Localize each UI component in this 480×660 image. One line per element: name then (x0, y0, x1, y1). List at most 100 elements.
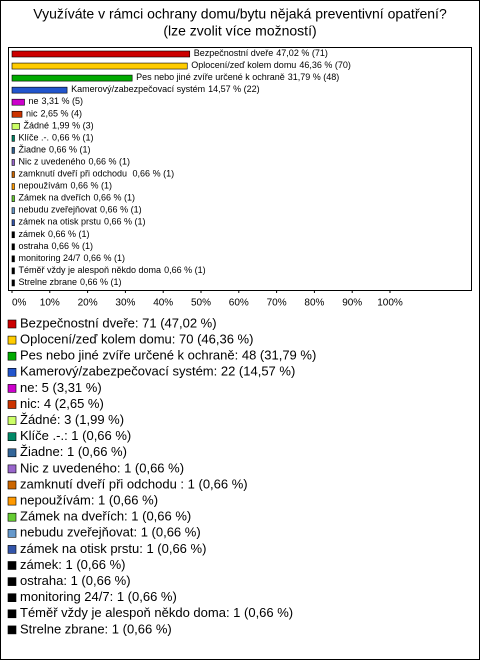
bar-value-label: 0,66 % (1) (49, 145, 91, 155)
legend-label: Oplocení/zeď kolem domu: 70 (46,36 %) (20, 332, 253, 347)
bar-category: ne (29, 97, 39, 107)
bar-category: ostraha (18, 241, 48, 251)
bar-label: monitoring 24/7 0,66 % (1) (18, 253, 125, 263)
bar (11, 123, 20, 130)
bar-label: ostraha 0,66 % (1) (18, 241, 93, 251)
bar (11, 50, 191, 58)
bar (11, 74, 133, 82)
bar-category: Žiadne (18, 145, 46, 155)
bar-value-label: 1,99 % (3) (52, 121, 94, 131)
bar-value-label: 2,65 % (4) (41, 109, 83, 119)
legend-swatch (7, 593, 17, 603)
bar-category: nepoužívám (18, 181, 67, 191)
bar-value-label: 0,66 % (1) (52, 241, 94, 251)
bar (11, 231, 15, 239)
bar-label: Žádné 1,99 % (3) (24, 121, 94, 131)
bar-category: Oplocení/zeď kolem domu (191, 60, 296, 70)
bar (11, 159, 15, 166)
bar (11, 255, 15, 263)
legend-label: Téměř vždy je alespoň někdo doma: 1 (0,6… (20, 605, 293, 620)
bar (11, 219, 15, 226)
x-tick-label: 60% (229, 298, 249, 309)
bar-category: Žádné (24, 121, 50, 131)
bar (11, 86, 68, 94)
bar (11, 147, 15, 154)
bar-category: nebudu zveřejňovat (18, 205, 97, 215)
x-tick-label: 80% (304, 298, 324, 309)
legend-label: Bezpečnostní dveře: 71 (47,02 %) (20, 315, 217, 330)
legend-label: Pes nebo jiné zvíře určené k ochraně: 48… (20, 348, 316, 363)
bar-category: Téměř vždy je alespoň někdo doma (18, 265, 161, 275)
bar-label: zámek 0,66 % (1) (18, 229, 89, 239)
legend-swatch (7, 432, 17, 442)
chart-title: Využíváte v rámci ochrany domu/bytu něja… (33, 6, 447, 22)
bar-label: Strelne zbrane 0,66 % (1) (18, 277, 121, 287)
legend-label: nebudu zveřejňovat: 1 (0,66 %) (20, 525, 201, 540)
bar-label: Bezpečnostní dveře 47,02 % (71) (194, 48, 328, 58)
bar-value-label: 0,66 % (1) (48, 229, 90, 239)
bar-value-label: 0,66 % (1) (133, 169, 175, 179)
bar (11, 183, 15, 190)
legend-swatch (7, 545, 17, 554)
bar (11, 195, 15, 202)
legend-label: nepoužívám: 1 (0,66 %) (20, 493, 158, 508)
x-tick-label: 100% (377, 298, 403, 309)
bar-value-label: 0,66 % (1) (52, 133, 94, 143)
bar-value-label: 3,31 % (5) (42, 97, 84, 107)
bar (11, 171, 15, 178)
bar-category: zámek (18, 229, 45, 239)
x-tick-label: 90% (342, 298, 362, 309)
bar (11, 62, 188, 70)
bar-label: zámek na otisk prstu 0,66 % (1) (18, 217, 145, 227)
bar-value-label: 14,57 % (22) (208, 85, 260, 95)
legend-swatch (7, 400, 17, 409)
x-tick-label: 0% (12, 298, 27, 309)
bar (11, 110, 23, 118)
legend-label: zámek: 1 (0,66 %) (20, 557, 126, 572)
bar (11, 135, 15, 142)
bar-category: zamknutí dveří při odchodu (18, 169, 129, 179)
legend-label: Nic z uvedeného: 1 (0,66 %) (20, 460, 184, 475)
bar-label: ne 3,31 % (5) (29, 97, 84, 107)
bar-category: Bezpečnostní dveře (194, 48, 274, 58)
legend-swatch (7, 335, 17, 345)
bar-value-label: 0,66 % (1) (100, 205, 142, 215)
bar-label: Žiadne 0,66 % (1) (18, 145, 90, 155)
bar (11, 279, 15, 287)
x-tick-label: 50% (191, 298, 211, 309)
legend-label: ne: 5 (3,31 %) (20, 380, 102, 395)
legend-label: Strelne zbrane: 1 (0,66 %) (20, 621, 172, 636)
legend-swatch (7, 512, 17, 522)
bar-category: Nic z uvedeného (18, 157, 85, 167)
bar-value-label: 31,79 % (48) (288, 72, 340, 82)
bar-label: Téměř vždy je alespoň někdo doma 0,66 % (… (18, 265, 205, 275)
legend-swatch (7, 448, 17, 458)
bar-value-label: 46,36 % (70) (299, 60, 351, 70)
bar-category: Klíče .-. (18, 133, 49, 143)
bar-value-label: 0,66 % (1) (84, 253, 126, 263)
bar-label: Oplocení/zeď kolem domu 46,36 % (70) (191, 60, 351, 70)
bar-label: Klíče .-. 0,66 % (1) (18, 133, 93, 143)
bar-category: zámek na otisk prstu (18, 217, 101, 227)
legend-label: zámek na otisk prstu: 1 (0,66 %) (20, 541, 206, 556)
bar-category: Strelne zbrane (18, 277, 77, 287)
legend-swatch (7, 528, 17, 538)
legend-label: zamknutí dveří při odchodu : 1 (0,66 %) (20, 476, 248, 491)
legend-label: Kamerový/zabezpečovací systém: 22 (14,57… (20, 364, 295, 379)
legend-swatch (7, 609, 17, 619)
bar-label: Kamerový/zabezpečovací systém 14,57 % (22… (71, 85, 260, 95)
legend-swatch (7, 319, 17, 329)
legend-swatch (7, 384, 17, 393)
bar-category: nic (26, 109, 38, 119)
legend-swatch (7, 464, 17, 474)
bar-category: monitoring 24/7 (18, 253, 80, 263)
chart-subtitle: (lze zvolit více možností) (163, 23, 316, 39)
legend-label: nic: 4 (2,65 %) (20, 396, 104, 411)
bar-value-label: 0,66 % (1) (164, 265, 206, 275)
legend-label: ostraha: 1 (0,66 %) (20, 573, 131, 588)
legend-label: Klíče .-.: 1 (0,66 %) (20, 428, 131, 443)
x-tick-label: 10% (40, 298, 60, 309)
